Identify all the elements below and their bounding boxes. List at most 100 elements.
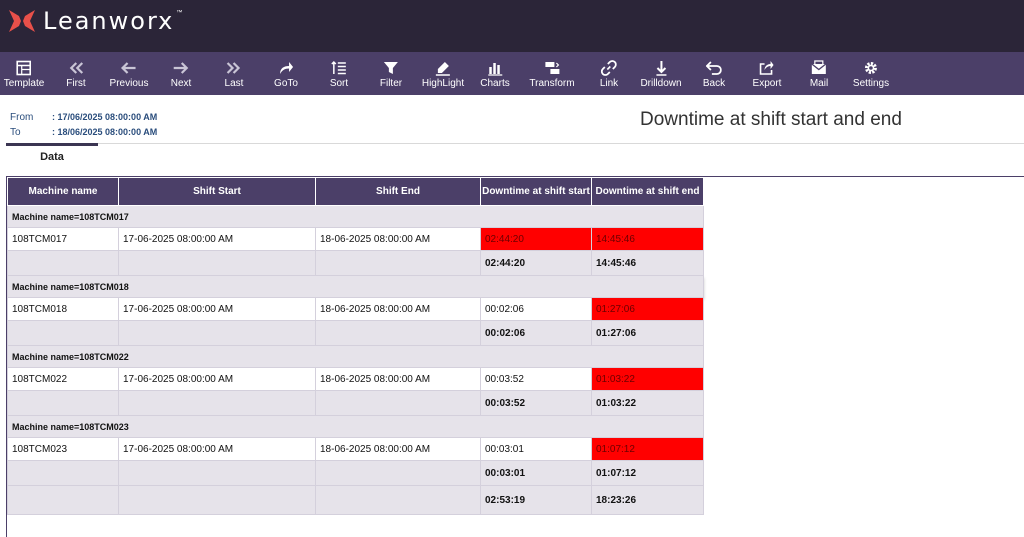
- downtime-end-cell: 01:07:12: [591, 437, 704, 461]
- transform-icon: [544, 62, 559, 74]
- group-title: Machine name=108TCM022: [7, 345, 704, 368]
- subtotal-row: 02:44:20 14:45:46: [7, 250, 704, 276]
- column-header-machine-name[interactable]: Machine name: [7, 177, 119, 206]
- last-button[interactable]: Last: [224, 52, 244, 95]
- sort-button[interactable]: Sort: [330, 52, 348, 95]
- link-button[interactable]: Link: [600, 52, 618, 95]
- back-icon: [705, 61, 722, 75]
- sort-icon: [331, 60, 346, 75]
- first-button[interactable]: First: [66, 52, 86, 95]
- group-title: Machine name=108TCM023: [7, 415, 704, 438]
- grid-left-border: [6, 176, 7, 537]
- back-label: Back: [702, 78, 726, 89]
- back-button[interactable]: Back: [703, 52, 725, 95]
- sort-label: Sort: [329, 78, 349, 89]
- group-title: Machine name=108TCM017: [7, 205, 704, 228]
- goto-button[interactable]: GoTo: [274, 52, 298, 95]
- column-header-downtime-end[interactable]: Downtime at shift end: [591, 177, 704, 206]
- filter-icon: [383, 62, 398, 74]
- downtime-start-cell: 00:03:01: [480, 437, 592, 461]
- shift-start-cell: 17-06-2025 08:00:00 AM: [118, 367, 316, 391]
- highlight-icon: [435, 62, 450, 76]
- subtotal-row: 00:03:01 01:07:12: [7, 460, 704, 486]
- goto-label: GoTo: [274, 78, 298, 89]
- shift-end-cell: 18-06-2025 08:00:00 AM: [315, 227, 481, 251]
- goto-icon: [280, 62, 293, 74]
- subtotal-downtime-start: 00:03:01: [480, 460, 592, 486]
- machine-cell: 108TCM023: [7, 437, 119, 461]
- leanworx-logo: Leanworx ™: [7, 7, 182, 35]
- settings-button[interactable]: Settings: [853, 52, 889, 95]
- column-header-shift-end[interactable]: Shift End: [315, 177, 481, 206]
- next-label: Next: [170, 78, 192, 89]
- settings-label: Settings: [852, 78, 890, 89]
- downtime-start-cell: 00:03:52: [480, 367, 592, 391]
- app-header: Leanworx ™: [0, 0, 1024, 52]
- previous-label: Previous: [109, 78, 149, 89]
- downtime-start-cell: 00:02:06: [480, 297, 592, 321]
- date-range: From: 17/06/2025 08:00:00 AM To: 18/06/2…: [10, 110, 157, 140]
- drilldown-button[interactable]: Drilldown: [640, 52, 682, 95]
- export-label: Export: [752, 78, 782, 89]
- previous-icon: [121, 62, 136, 74]
- group-header-row[interactable]: Machine name=108TCM023: [7, 415, 704, 438]
- group-header-row[interactable]: Machine name=108TCM022: [7, 345, 704, 368]
- downtime-end-cell: 01:03:22: [591, 367, 704, 391]
- machine-cell: 108TCM017: [7, 227, 119, 251]
- subtotal-downtime-end: 01:03:22: [591, 390, 704, 416]
- next-button[interactable]: Next: [170, 52, 192, 95]
- charts-label: Charts: [480, 78, 510, 89]
- table-header-row: Machine name Shift Start Shift End Downt…: [7, 177, 704, 206]
- transform-label: Transform: [529, 78, 575, 89]
- tab-divider: [6, 143, 1024, 144]
- subtotal-downtime-end: 14:45:46: [591, 250, 704, 276]
- next-icon: [174, 62, 189, 74]
- mail-icon: [811, 60, 827, 74]
- table-row[interactable]: 108TCM017 17-06-2025 08:00:00 AM 18-06-2…: [7, 227, 704, 251]
- table-row[interactable]: 108TCM023 17-06-2025 08:00:00 AM 18-06-2…: [7, 437, 704, 461]
- link-icon: [601, 60, 617, 76]
- template-button[interactable]: Template: [3, 52, 45, 95]
- tab-data[interactable]: Data: [6, 143, 98, 174]
- table-row[interactable]: 108TCM018 17-06-2025 08:00:00 AM 18-06-2…: [7, 297, 704, 321]
- grand-total-row: 02:53:19 18:23:26: [7, 485, 704, 515]
- charts-button[interactable]: Charts: [480, 52, 510, 95]
- table-row[interactable]: 108TCM022 17-06-2025 08:00:00 AM 18-06-2…: [7, 367, 704, 391]
- template-label: Template: [3, 78, 45, 89]
- export-button[interactable]: Export: [752, 52, 782, 95]
- machine-cell: 108TCM022: [7, 367, 119, 391]
- subtotal-downtime-start: 00:03:52: [480, 390, 592, 416]
- export-icon: [760, 61, 774, 75]
- group-header-row[interactable]: Machine name=108TCM018: [7, 275, 704, 298]
- drilldown-icon: [656, 61, 666, 76]
- leanworx-logo-icon: [9, 10, 35, 32]
- subtotal-row: 00:02:06 01:27:06: [7, 320, 704, 346]
- transform-button[interactable]: Transform: [529, 52, 575, 95]
- total-downtime-start: 02:53:19: [480, 485, 592, 515]
- charts-icon: [487, 63, 502, 76]
- report-toolbar: Template First Previous Next Last GoTo S…: [0, 52, 1024, 95]
- filter-label: Filter: [379, 78, 403, 89]
- shift-start-cell: 17-06-2025 08:00:00 AM: [118, 297, 316, 321]
- column-header-shift-start[interactable]: Shift Start: [118, 177, 316, 206]
- shift-end-cell: 18-06-2025 08:00:00 AM: [315, 297, 481, 321]
- first-icon: [69, 62, 83, 74]
- group-title: Machine name=108TCM018: [7, 275, 704, 298]
- group-header-row[interactable]: Machine name=108TCM017: [7, 205, 704, 228]
- drilldown-label: Drilldown: [640, 78, 682, 89]
- shift-start-cell: 17-06-2025 08:00:00 AM: [118, 227, 316, 251]
- subtotal-downtime-start: 02:44:20: [480, 250, 592, 276]
- shift-end-cell: 18-06-2025 08:00:00 AM: [315, 437, 481, 461]
- downtime-start-cell: 02:44:20: [480, 227, 592, 251]
- highlight-button[interactable]: HighLight: [422, 52, 464, 95]
- column-header-downtime-start[interactable]: Downtime at shift start: [480, 177, 592, 206]
- from-value: : 17/06/2025 08:00:00 AM: [52, 112, 158, 122]
- filter-button[interactable]: Filter: [380, 52, 402, 95]
- downtime-end-cell: 01:27:06: [591, 297, 704, 321]
- mail-button[interactable]: Mail: [810, 52, 828, 95]
- previous-button[interactable]: Previous: [109, 52, 149, 95]
- app-name: Leanworx: [43, 7, 175, 35]
- downtime-table: Machine name Shift Start Shift End Downt…: [7, 177, 704, 515]
- report-title: Downtime at shift start and end: [640, 109, 902, 130]
- last-label: Last: [224, 78, 244, 89]
